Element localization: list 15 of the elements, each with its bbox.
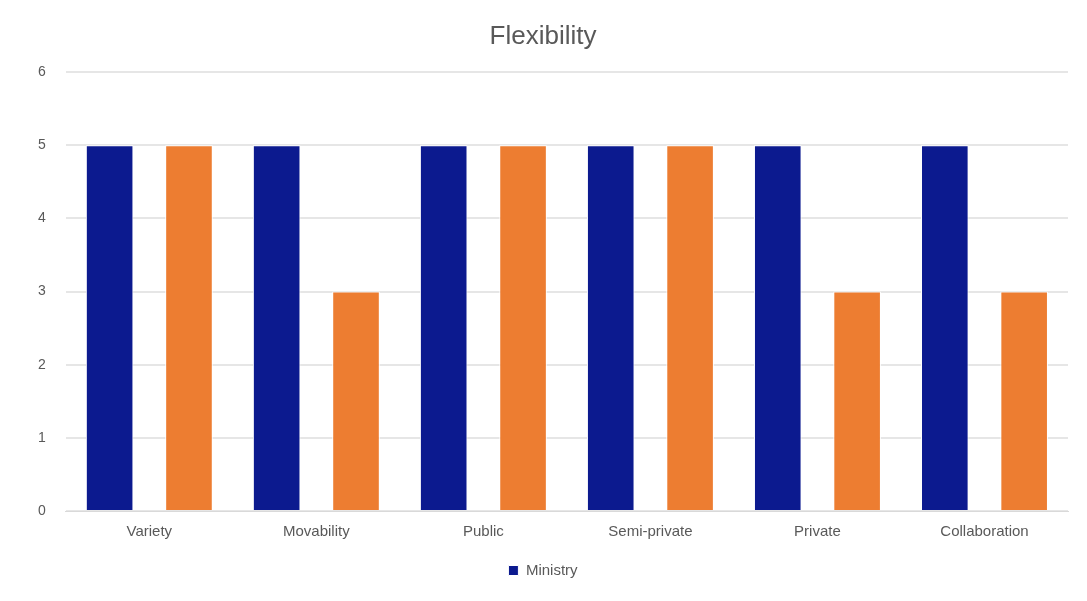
x-tick-label: Semi-private (608, 522, 693, 540)
x-tick-label: Collaboration (940, 522, 1029, 540)
y-tick-label: 6 (37, 63, 46, 80)
x-tick-label: Variety (126, 522, 173, 540)
y-tick-label: 2 (37, 355, 46, 372)
legend-label: Ministry (525, 560, 579, 578)
y-tick-label: 3 (37, 282, 46, 299)
x-tick-label: Public (462, 522, 505, 540)
y-tick-label: 0 (37, 501, 46, 518)
x-tick-label: Private (794, 522, 841, 540)
y-tick-label: 4 (37, 209, 46, 226)
x-tick-label: Movability (283, 522, 351, 540)
y-tick-label: 5 (37, 136, 46, 153)
chart-title: Flexibility (489, 19, 597, 50)
y-tick-label: 1 (37, 428, 46, 445)
